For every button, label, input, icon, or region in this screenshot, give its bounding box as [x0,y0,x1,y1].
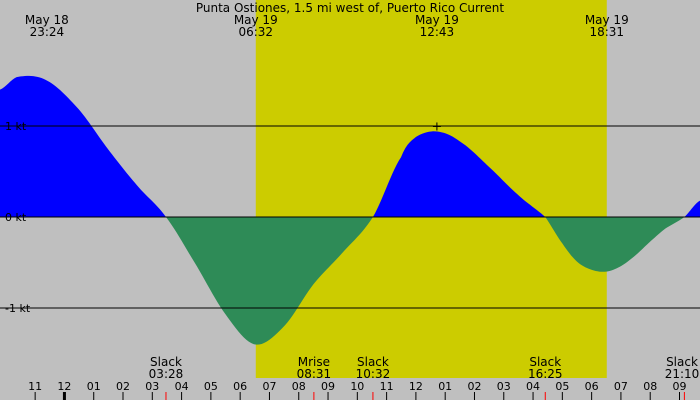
x-tick-label: 06 [233,380,247,393]
x-axis: 11 12 01 02 03 04 05 06 07 08 09 10 11 12 01 02 03 04 05 06… [28,380,686,400]
flood-area [372,131,546,217]
x-tick-label: 06 [585,380,599,393]
bottom-event-label: Slack [150,355,182,369]
bottom-event-label: Mrise [298,355,330,369]
flood-area [684,200,700,217]
y-tick-label: 1 kt [5,120,27,133]
x-tick-label: 08 [643,380,657,393]
x-tick-label: 01 [87,380,101,393]
y-tick-label: 0 kt [5,211,27,224]
x-tick-label: 07 [614,380,628,393]
x-tick-label: 08 [292,380,306,393]
bottom-event-time: 03:28 [149,367,184,381]
x-tick-label: 04 [526,380,540,393]
level-lines [0,125,700,309]
y-axis-labels: 1 kt 0 kt -1 kt [5,120,31,315]
bottom-event-time: 16:25 [528,367,563,381]
header-event-date: May 19 [585,13,629,27]
max-flood-marker [432,122,441,131]
ebb-area [165,217,373,345]
header-event-time: 12:43 [420,25,455,39]
header-event-date: May 19 [415,13,459,27]
x-tick-label: 10 [350,380,364,393]
x-tick-label: 01 [438,380,452,393]
x-tick-label: 12 [57,380,71,393]
x-tick-label: 12 [409,380,423,393]
y-tick-label: -1 kt [5,302,31,315]
x-tick-label: 09 [321,380,335,393]
x-tick-label: 05 [555,380,569,393]
ebb-areas [165,217,685,345]
header-event-date: May 18 [25,13,69,27]
x-tick-label: 03 [497,380,511,393]
x-tick-label: 05 [204,380,218,393]
x-tick-label: 09 [672,380,686,393]
x-tick-label: 03 [145,380,159,393]
bottom-event-label: Slack [529,355,561,369]
header-event-time: 23:24 [30,25,65,39]
x-tick-label: 04 [175,380,189,393]
chart-title: Punta Ostiones, 1.5 mi west of, Puerto R… [196,1,505,15]
bottom-events: Slack03:28Mrise08:31Slack10:32Slack16:25… [149,355,700,400]
header-event-time: 06:32 [238,25,273,39]
bottom-event-label: Slack [357,355,389,369]
x-tick-label: 11 [380,380,394,393]
x-tick-label: 07 [262,380,276,393]
header-event-date: May 19 [234,13,278,27]
x-tick-label: 02 [467,380,481,393]
bottom-event-time: 10:32 [356,367,391,381]
flood-areas [0,75,700,217]
bottom-event-time: 08:31 [297,367,332,381]
flood-area [0,75,166,217]
x-tick-label: 11 [28,380,42,393]
x-tick-label: 02 [116,380,130,393]
bottom-event-label: Slack [666,355,698,369]
ebb-area [545,217,685,272]
bottom-event-time: 21:10 [665,367,700,381]
header-event-time: 18:31 [589,25,624,39]
